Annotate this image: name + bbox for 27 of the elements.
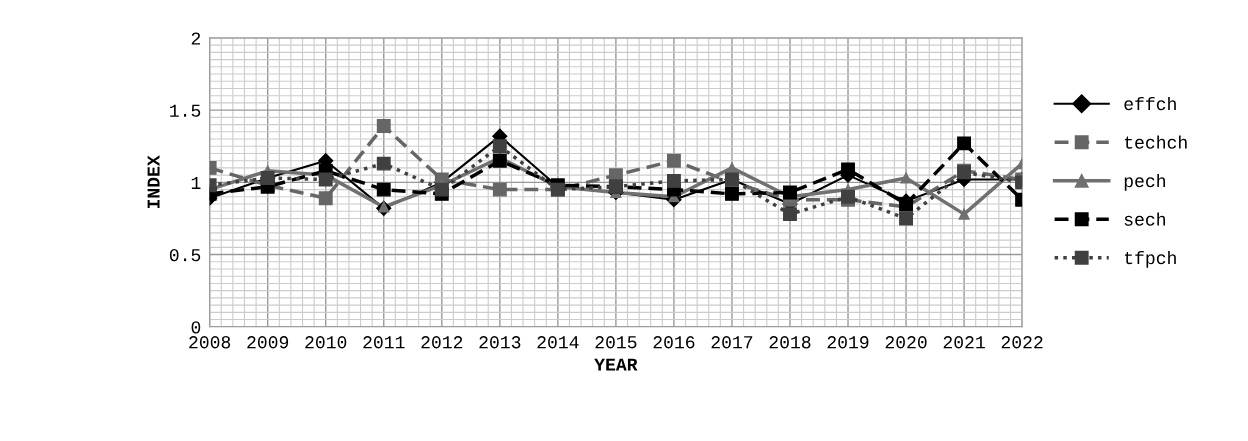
x-tick-label: 2010 — [305, 336, 347, 349]
y-tick-label: 0 — [191, 321, 201, 334]
legend-label: tfpch — [1124, 250, 1176, 268]
x-tick-label: 2022 — [1001, 336, 1043, 349]
x-tick-label: 2017 — [711, 336, 753, 349]
x-tick-label: 2008 — [189, 336, 231, 349]
legend-label: pech — [1124, 173, 1165, 191]
x-tick-label: 2020 — [885, 336, 927, 349]
x-tick-label: 2013 — [479, 336, 521, 349]
x-tick-label: 2015 — [595, 336, 637, 349]
x-tick-label: 2018 — [769, 336, 811, 349]
x-axis-title: YEAR — [594, 358, 638, 371]
y-axis-title: INDEX — [147, 155, 160, 209]
legend-label: effch — [1124, 96, 1176, 111]
x-tick-label: 2014 — [537, 336, 579, 349]
y-tick-label: 1.5 — [170, 104, 201, 117]
y-tick-label: 1 — [191, 177, 201, 189]
legend-label: techch — [1124, 135, 1187, 149]
x-tick-label: 2011 — [363, 336, 405, 349]
y-tick-label: 2 — [191, 32, 201, 45]
y-tick-label: 0.5 — [169, 249, 201, 262]
x-tick-label: 2019 — [827, 336, 869, 349]
x-tick-label: 2009 — [247, 336, 289, 349]
x-tick-label: 2016 — [653, 336, 695, 349]
x-tick-label: 2012 — [421, 336, 463, 349]
legend-label: sech — [1124, 212, 1165, 226]
x-tick-label: 2021 — [943, 336, 985, 349]
